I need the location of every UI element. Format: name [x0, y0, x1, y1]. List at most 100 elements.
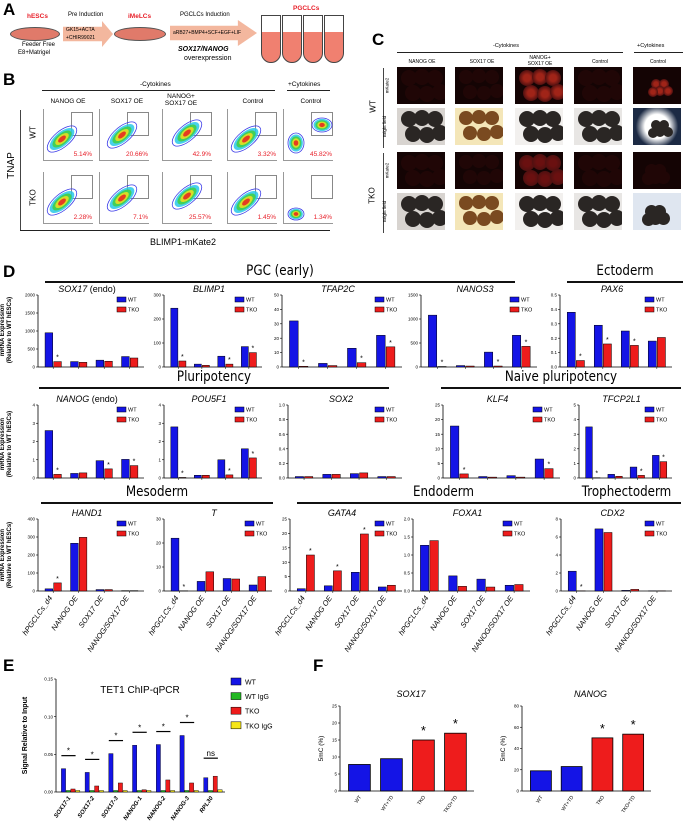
- y-tick-label: 1000: [408, 317, 419, 322]
- bright-field-image: [397, 108, 445, 145]
- plus-cytokines-header: +Cytokines: [637, 43, 665, 49]
- legend-label: WT: [386, 408, 395, 414]
- flow-plot: 1.34%: [283, 172, 333, 224]
- category-label: NANOG-3: [170, 795, 191, 822]
- minus-cytokines-header: -Cytokines: [140, 81, 171, 88]
- flow-plot: 2.28%: [43, 172, 93, 224]
- y-tick-label: 4: [158, 403, 161, 408]
- spheroid: [648, 87, 658, 97]
- category-label: RPL30: [199, 795, 215, 814]
- y-tick-label: 2: [158, 439, 161, 444]
- legend-label: WT: [128, 522, 137, 528]
- legend-label: TKO IgG: [245, 723, 273, 730]
- hescs-label: hESCs: [27, 13, 48, 20]
- bar-tko: [630, 345, 639, 368]
- spheroid: [537, 86, 553, 102]
- legend-swatch: [532, 416, 543, 423]
- spheroid: [472, 195, 486, 209]
- significance-star: *: [228, 357, 231, 364]
- y-tick-label: 6: [555, 535, 558, 540]
- y-tick-label: 0.4: [279, 446, 286, 451]
- bar-wt: [647, 340, 657, 368]
- imelcs-dish-icon: [114, 27, 166, 41]
- legend-swatch: [509, 296, 520, 303]
- bar-wt: [512, 335, 522, 368]
- spheroid: [642, 213, 655, 226]
- significance-star: *: [600, 721, 605, 736]
- y-tick-label: 0: [32, 476, 35, 481]
- y-tick-label: 10: [332, 755, 338, 760]
- significance-star: *: [363, 527, 366, 534]
- spheroid: [427, 70, 443, 86]
- y-tick-label: 200: [27, 553, 35, 558]
- bar-wt: [420, 545, 430, 592]
- density-contour: [242, 198, 250, 206]
- spheroid: [432, 169, 445, 185]
- spheroid: [604, 155, 620, 171]
- spheroid: [550, 125, 563, 141]
- legend-label: WT: [256, 522, 265, 528]
- bar-wt: [428, 314, 438, 368]
- bar-wt: [585, 426, 593, 479]
- spheroid: [401, 70, 417, 86]
- pre-media-2: +CHIR99021: [66, 35, 96, 41]
- bar-wt: [156, 744, 161, 793]
- bar-tko: [225, 474, 234, 479]
- bar-tko: [356, 362, 367, 368]
- spheroid: [459, 111, 473, 125]
- bar-tko: [521, 346, 531, 368]
- bar-wt: [534, 458, 544, 479]
- bar-wt: [478, 476, 488, 479]
- bar-wt: [217, 355, 226, 368]
- y-tick-label: 10: [282, 560, 288, 565]
- significance-star: *: [640, 468, 643, 475]
- y-tick-label: 10: [435, 446, 441, 451]
- density-contour: [319, 122, 325, 128]
- x-axis-label: BLIMP1-mKate2: [150, 237, 217, 247]
- bar-tko: [225, 363, 234, 368]
- spheroid: [657, 212, 670, 225]
- category-label: TKO+TD: [620, 794, 637, 814]
- y-tick-label: 200: [153, 317, 161, 322]
- chart-pou5f1: POU5F1 0 1 2 3 4 * * * WT TKO: [158, 394, 262, 481]
- legend-label: WT: [521, 298, 530, 304]
- spheroid: [532, 110, 548, 126]
- group-underline: [567, 281, 683, 283]
- significance-star: *: [181, 470, 184, 477]
- group-header: PGC (early): [246, 263, 314, 279]
- y-tick-label: 20: [156, 541, 162, 546]
- y-tick-label: 0: [415, 365, 418, 370]
- chart-title: PAX6: [601, 284, 623, 294]
- significance-star: *: [56, 355, 59, 362]
- spheroid: [578, 196, 594, 212]
- spheroid: [578, 155, 594, 171]
- y-tick-label: 500: [410, 341, 418, 346]
- bar-wt: [652, 455, 660, 479]
- spheroid: [419, 171, 435, 187]
- bar-tko: [257, 576, 266, 592]
- density-contour: [293, 140, 299, 146]
- y-tick-label: 100: [153, 341, 161, 346]
- y-tick-label: 0: [158, 365, 161, 370]
- category-label: NANOG OE: [176, 593, 207, 632]
- significance-star: *: [421, 723, 426, 738]
- spheroid: [485, 155, 499, 169]
- y-tick-label: 0.5: [551, 293, 558, 298]
- y-tick-label: 300: [153, 293, 161, 298]
- pgc-media: aRB27+BMP4+SCF+EGF+LIF: [173, 30, 242, 36]
- spheroid: [659, 120, 669, 130]
- legend-swatch: [374, 520, 385, 527]
- spheroid: [463, 170, 477, 184]
- pgclcs-induction-label: PGCLCs Induction: [180, 12, 230, 18]
- spheroid: [655, 86, 665, 96]
- significance-star: *: [633, 338, 636, 345]
- bar-tko: [104, 360, 113, 368]
- bar-tko: [205, 571, 214, 592]
- y-tick-label: 4: [32, 403, 35, 408]
- significance-star: *: [662, 455, 665, 462]
- spheroid: [582, 170, 598, 186]
- y-tick-label: 2: [32, 439, 35, 444]
- bar-tko: [212, 775, 218, 793]
- bar-tko: [141, 789, 147, 793]
